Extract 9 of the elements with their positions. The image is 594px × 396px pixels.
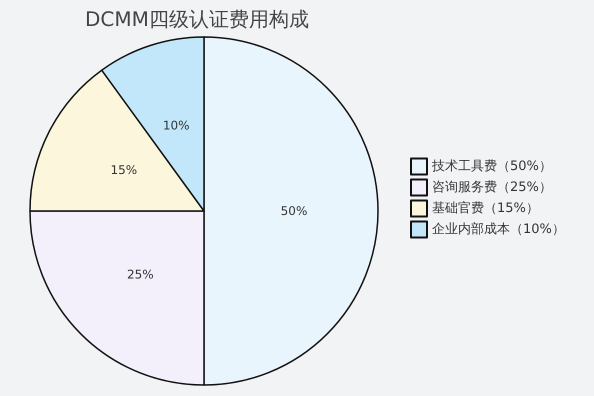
data-label: 10% <box>162 118 190 132</box>
legend-label: 技术工具费（50%） <box>431 159 552 174</box>
data-label: 15% <box>110 163 138 178</box>
legend-label: 咨询服务费（25%） <box>432 180 552 195</box>
chart-title: DCMM四级认证费用构成 <box>85 7 309 31</box>
data-label: 25% <box>127 268 154 282</box>
legend-label: 基础官费（15%） <box>432 200 539 216</box>
legend-label: 企业内部成本（10%） <box>432 222 565 237</box>
data-label: 50% <box>280 204 308 218</box>
